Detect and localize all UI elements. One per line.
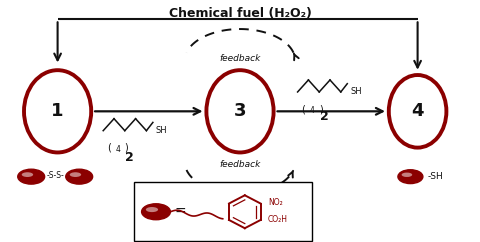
Text: 3: 3 [234, 102, 246, 120]
Text: ): ) [319, 104, 323, 114]
Ellipse shape [70, 172, 81, 177]
Ellipse shape [22, 172, 33, 177]
Ellipse shape [24, 70, 91, 152]
Ellipse shape [402, 173, 412, 177]
Ellipse shape [206, 70, 274, 152]
Ellipse shape [66, 169, 93, 184]
Text: SH: SH [350, 87, 362, 97]
Ellipse shape [142, 204, 170, 220]
Ellipse shape [389, 75, 446, 148]
Text: feedback: feedback [219, 53, 261, 63]
Text: NO₂: NO₂ [268, 198, 283, 207]
Ellipse shape [146, 207, 158, 212]
Text: -SH: -SH [427, 172, 443, 181]
Text: =: = [174, 205, 186, 219]
Ellipse shape [398, 170, 423, 184]
Text: 2: 2 [125, 151, 134, 164]
Text: ): ) [124, 143, 128, 153]
Text: 4: 4 [115, 145, 120, 154]
Text: feedback: feedback [219, 160, 261, 169]
FancyBboxPatch shape [134, 182, 312, 241]
Text: 2: 2 [320, 110, 328, 123]
Text: Chemical fuel (H₂O₂): Chemical fuel (H₂O₂) [168, 7, 312, 20]
Text: (: ( [301, 104, 305, 114]
Ellipse shape [18, 169, 45, 184]
Text: 1: 1 [51, 102, 64, 120]
Text: 4: 4 [411, 102, 424, 120]
Text: SH: SH [156, 126, 168, 135]
Text: CO₂H: CO₂H [268, 215, 288, 224]
Text: 4: 4 [310, 106, 314, 115]
Text: (: ( [107, 143, 111, 153]
Text: -S-S-: -S-S- [47, 171, 64, 180]
